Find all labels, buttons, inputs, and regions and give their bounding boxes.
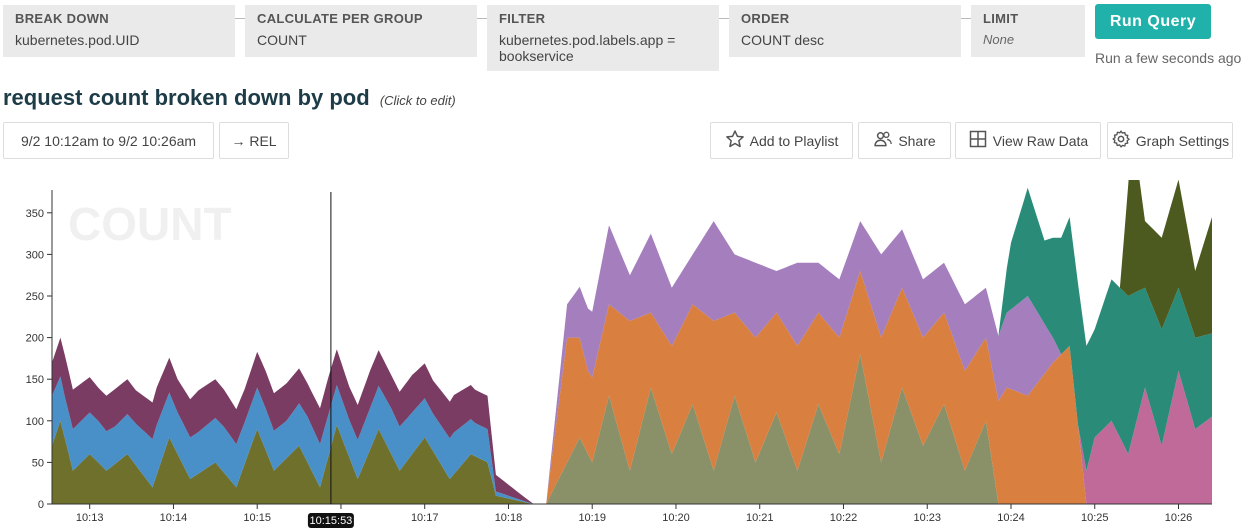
order-title: ORDER bbox=[741, 11, 790, 26]
y-tick-label: 100 bbox=[26, 416, 44, 428]
share-users-icon bbox=[873, 129, 893, 152]
y-tick-label: 300 bbox=[26, 249, 44, 261]
clause-divider bbox=[477, 18, 487, 19]
add-to-playlist-button[interactable]: Add to Playlist bbox=[710, 122, 853, 159]
clause-divider bbox=[961, 18, 971, 19]
breakdown-title: BREAK DOWN bbox=[15, 11, 109, 26]
series-area-1 bbox=[52, 420, 534, 504]
series-area-2 bbox=[52, 376, 534, 504]
star-icon bbox=[725, 129, 745, 152]
run-query-button[interactable]: Run Query bbox=[1095, 4, 1211, 39]
cursor-time-label: 10:15:53 bbox=[309, 515, 352, 527]
relative-time-toggle[interactable]: → REL bbox=[219, 122, 289, 159]
filter-value: kubernetes.pod.labels.app = bookservice bbox=[499, 32, 676, 64]
page-title-text: request count broken down by pod bbox=[3, 85, 370, 110]
x-tick-label: 10:24 bbox=[997, 512, 1025, 524]
view-raw-data-label: View Raw Data bbox=[992, 132, 1089, 149]
chart-watermark: COUNT bbox=[68, 198, 232, 250]
breakdown-value: kubernetes.pod.UID bbox=[15, 32, 140, 48]
run-status: Run a few seconds ago bbox=[1095, 50, 1242, 66]
x-tick-label: 10:15 bbox=[243, 512, 271, 524]
limit-value: None bbox=[983, 32, 1015, 47]
calculate-title: CALCULATE PER GROUP bbox=[257, 11, 423, 26]
time-range-picker[interactable]: 9/2 10:12am to 9/2 10:26am bbox=[3, 122, 214, 159]
x-tick-label: 10:25 bbox=[1081, 512, 1109, 524]
graph-settings-button[interactable]: Graph Settings bbox=[1107, 122, 1233, 159]
clause-divider bbox=[235, 18, 245, 19]
x-tick-label: 10:17 bbox=[411, 512, 439, 524]
cursor-badge bbox=[307, 513, 354, 528]
calculate-clause[interactable]: CALCULATE PER GROUP COUNT bbox=[245, 5, 477, 57]
limit-clause[interactable]: LIMIT None bbox=[971, 5, 1085, 57]
x-tick-label: 10:14 bbox=[160, 512, 188, 524]
x-tick-label: 10:21 bbox=[746, 512, 774, 524]
series-area-7 bbox=[1078, 370, 1212, 504]
view-raw-data-button[interactable]: View Raw Data bbox=[955, 122, 1101, 159]
series-area-6 bbox=[546, 221, 1062, 504]
x-tick-label: 10:26 bbox=[1165, 512, 1193, 524]
series-area-3 bbox=[52, 337, 534, 504]
x-tick-label: 10:22 bbox=[830, 512, 858, 524]
stacked-area-chart[interactable]: COUNT 0 50 100 150 200 250 300 350 10:13 10:14 10:… bbox=[0, 180, 1242, 532]
graph-settings-label: Graph Settings bbox=[1135, 132, 1230, 149]
x-tick-label: 10:19 bbox=[578, 512, 606, 524]
x-tick-label: 10:23 bbox=[913, 512, 941, 524]
series-area-4 bbox=[546, 354, 999, 504]
series-area-5 bbox=[546, 271, 1087, 504]
share-label: Share bbox=[898, 132, 936, 149]
filter-title: FILTER bbox=[499, 11, 546, 26]
share-button[interactable]: Share bbox=[858, 122, 951, 159]
y-tick-label: 0 bbox=[38, 499, 44, 511]
series-area-8 bbox=[998, 187, 1212, 471]
x-tick-label: 10:20 bbox=[662, 512, 690, 524]
order-value: COUNT desc bbox=[741, 32, 824, 48]
filter-clause[interactable]: FILTER kubernetes.pod.labels.app = books… bbox=[487, 5, 719, 71]
y-tick-label: 350 bbox=[26, 208, 44, 220]
title-edit-hint: (Click to edit) bbox=[379, 93, 456, 108]
y-tick-label: 50 bbox=[32, 457, 44, 469]
y-tick-label: 200 bbox=[26, 333, 44, 345]
order-clause[interactable]: ORDER COUNT desc bbox=[729, 5, 961, 57]
add-to-playlist-label: Add to Playlist bbox=[749, 132, 839, 149]
series-area-9 bbox=[1119, 180, 1212, 338]
breakdown-clause[interactable]: BREAK DOWN kubernetes.pod.UID bbox=[3, 5, 235, 57]
y-tick-label: 150 bbox=[26, 374, 44, 386]
calculate-value: COUNT bbox=[257, 32, 307, 48]
gear-icon bbox=[1111, 129, 1131, 152]
limit-title: LIMIT bbox=[983, 11, 1019, 26]
y-tick-label: 250 bbox=[26, 291, 44, 303]
clause-divider bbox=[719, 18, 729, 19]
x-tick-label: 10:13 bbox=[76, 512, 104, 524]
x-tick-label: 10:18 bbox=[495, 512, 523, 524]
grid-icon bbox=[968, 129, 988, 152]
page-title[interactable]: request count broken down by pod (Click … bbox=[3, 85, 456, 111]
